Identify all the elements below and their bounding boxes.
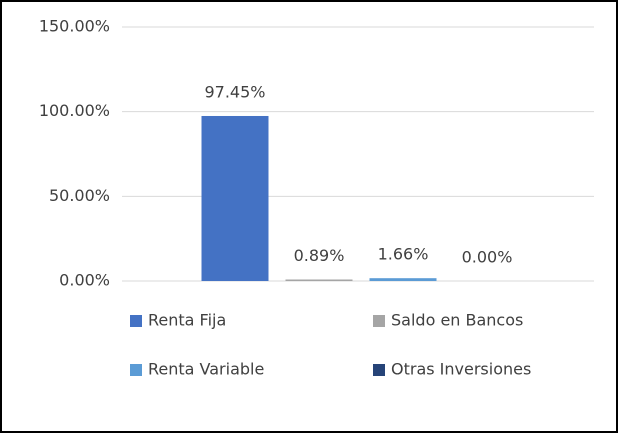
legend-label: Saldo en Bancos: [391, 311, 523, 330]
data-label: 1.66%: [378, 245, 429, 264]
legend-swatch: [373, 315, 385, 327]
legend-label: Renta Variable: [148, 360, 264, 379]
bar: [369, 278, 437, 281]
y-tick-label: 150.00%: [39, 17, 110, 36]
legend-label: Renta Fija: [148, 311, 226, 330]
y-tick-label: 100.00%: [39, 101, 110, 120]
y-tick-label: 50.00%: [49, 186, 110, 205]
bar: [201, 115, 269, 281]
bar: [285, 279, 353, 281]
data-label: 0.89%: [294, 246, 345, 265]
legend-swatch: [373, 364, 385, 376]
legend-swatch: [130, 315, 142, 327]
legend-swatch: [130, 364, 142, 376]
data-label: 0.00%: [462, 248, 513, 267]
legend-label: Otras Inversiones: [391, 360, 531, 379]
y-tick-label: 0.00%: [59, 271, 110, 290]
data-label: 97.45%: [204, 82, 265, 101]
